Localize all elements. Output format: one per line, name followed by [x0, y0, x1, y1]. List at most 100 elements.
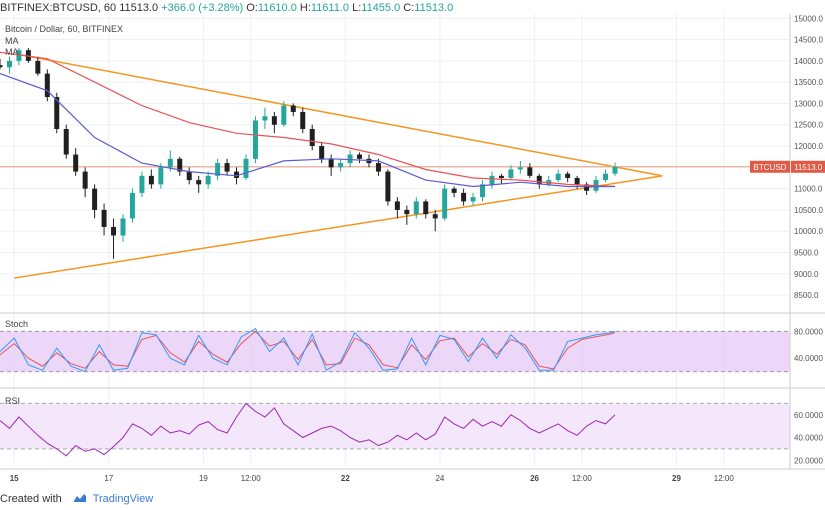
candle-body: [527, 167, 533, 176]
ma-fast-line: [0, 73, 615, 188]
candle-body: [281, 105, 287, 125]
time-tick-label: 15: [10, 474, 19, 483]
candle-body: [300, 111, 306, 129]
time-tick-label: 12:00: [572, 474, 593, 483]
stoch-k-line: [0, 328, 616, 373]
rsi-band: [0, 403, 790, 449]
price-tick-label: 14000.0: [794, 57, 823, 66]
candle-body: [375, 163, 381, 172]
candle-body: [603, 173, 609, 181]
candle-body: [63, 128, 69, 155]
price-tick-label: 10500.0: [794, 206, 823, 215]
time-tick-label: 19: [199, 474, 208, 483]
candle-body: [6, 60, 12, 68]
price-tag-symbol-bg: [750, 160, 790, 173]
open-label: O:: [246, 2, 258, 14]
candle-body: [205, 175, 211, 185]
candle-body: [508, 169, 514, 178]
symbol-label: BITFINEX:BTCUSD, 60: [0, 2, 117, 14]
candle-body: [252, 120, 258, 159]
price-tick-label: 12500.0: [794, 121, 823, 130]
candle-body: [92, 188, 98, 210]
last-price: 11513.0: [119, 2, 159, 14]
candle-body: [565, 173, 571, 178]
candle-body: [394, 201, 400, 210]
legend-ma-2: MA: [5, 47, 19, 57]
candle-body: [612, 166, 618, 174]
candle-body: [385, 171, 391, 202]
time-tick-label: 24: [435, 474, 444, 483]
stoch-label: Stoch: [5, 319, 28, 329]
high-label: H:: [299, 2, 311, 14]
legend-ma-1: MA: [5, 36, 19, 46]
candle-body: [215, 163, 221, 176]
candle-body: [262, 116, 268, 121]
tradingview-brand[interactable]: TradingView: [92, 493, 154, 505]
candle-body: [224, 163, 230, 172]
price-tick-label: 14500.0: [794, 36, 823, 45]
ma-slow-line: [0, 51, 616, 188]
candle-body: [54, 97, 60, 129]
rsi-tick-label: 40.0000: [794, 434, 823, 443]
price-tag-symbol: BTCUSD: [754, 163, 787, 172]
time-tick-label: 12:00: [714, 474, 735, 483]
price-tick-label: 15000.0: [794, 14, 823, 23]
candle-body: [470, 197, 476, 202]
candle-body: [347, 154, 353, 164]
candle-body: [290, 105, 296, 112]
candle-body: [158, 167, 164, 185]
price-tick-label: 13500.0: [794, 78, 823, 87]
price-tick-label: 10000.0: [794, 227, 823, 236]
triangle-upper-line: [18, 53, 663, 177]
candle-body: [234, 171, 240, 178]
price-tick-label: 9500.0: [794, 249, 819, 258]
candle-body: [82, 171, 88, 189]
candle-body: [338, 163, 344, 168]
candle-body: [73, 154, 79, 172]
legend-title: Bitcoin / Dollar, 60, BITFINEX: [5, 24, 123, 34]
candle-body: [186, 171, 192, 181]
candle-body: [35, 60, 41, 74]
candle-body: [0, 65, 3, 68]
candle-body: [309, 128, 315, 147]
price-tick-label: 8500.0: [794, 291, 819, 300]
candle-body: [129, 192, 135, 219]
candle-body: [101, 209, 107, 227]
price-tick-label: 12000.0: [794, 142, 823, 151]
candle-body: [44, 73, 50, 98]
candle-body: [442, 188, 448, 219]
stoch-tick-label: 40.0000: [794, 354, 823, 363]
time-tick-label: 26: [530, 474, 539, 483]
candle-body: [328, 158, 334, 168]
rsi-tick-label: 60.0000: [794, 411, 823, 420]
price-tick-label: 9000.0: [794, 270, 819, 279]
price-tick-label: 11000.0: [794, 185, 823, 194]
candle-body: [111, 226, 117, 236]
candle-body: [271, 116, 277, 125]
price-tag-value: 11513.0: [794, 163, 823, 172]
candle-body: [25, 50, 31, 61]
candle-body: [555, 173, 561, 181]
created-with-label: Created with: [0, 493, 62, 505]
low-value: 11455.0: [361, 2, 401, 14]
tradingview-logo-icon: [73, 494, 86, 502]
rsi-line: [0, 402, 616, 457]
candle-body: [461, 192, 467, 202]
candle-body: [432, 214, 438, 219]
price-tag-value-bg: [791, 160, 825, 173]
rsi-label: RSI: [5, 396, 20, 406]
candle-body: [498, 175, 504, 178]
candle-body: [196, 180, 202, 185]
header-bar: BITFINEX:BTCUSD, 60 11513.0 +366.0 (+3.2…: [0, 0, 454, 16]
high-value: 11611.0: [310, 2, 350, 14]
candle-body: [489, 175, 495, 185]
candle-body: [480, 184, 486, 198]
candle-body: [120, 218, 126, 236]
time-tick-label: 12:00: [241, 474, 262, 483]
candle-body: [139, 175, 145, 193]
candle-body: [243, 158, 249, 178]
candle-body: [319, 146, 325, 159]
close-label: C:: [403, 2, 415, 14]
candle-body: [413, 201, 419, 215]
